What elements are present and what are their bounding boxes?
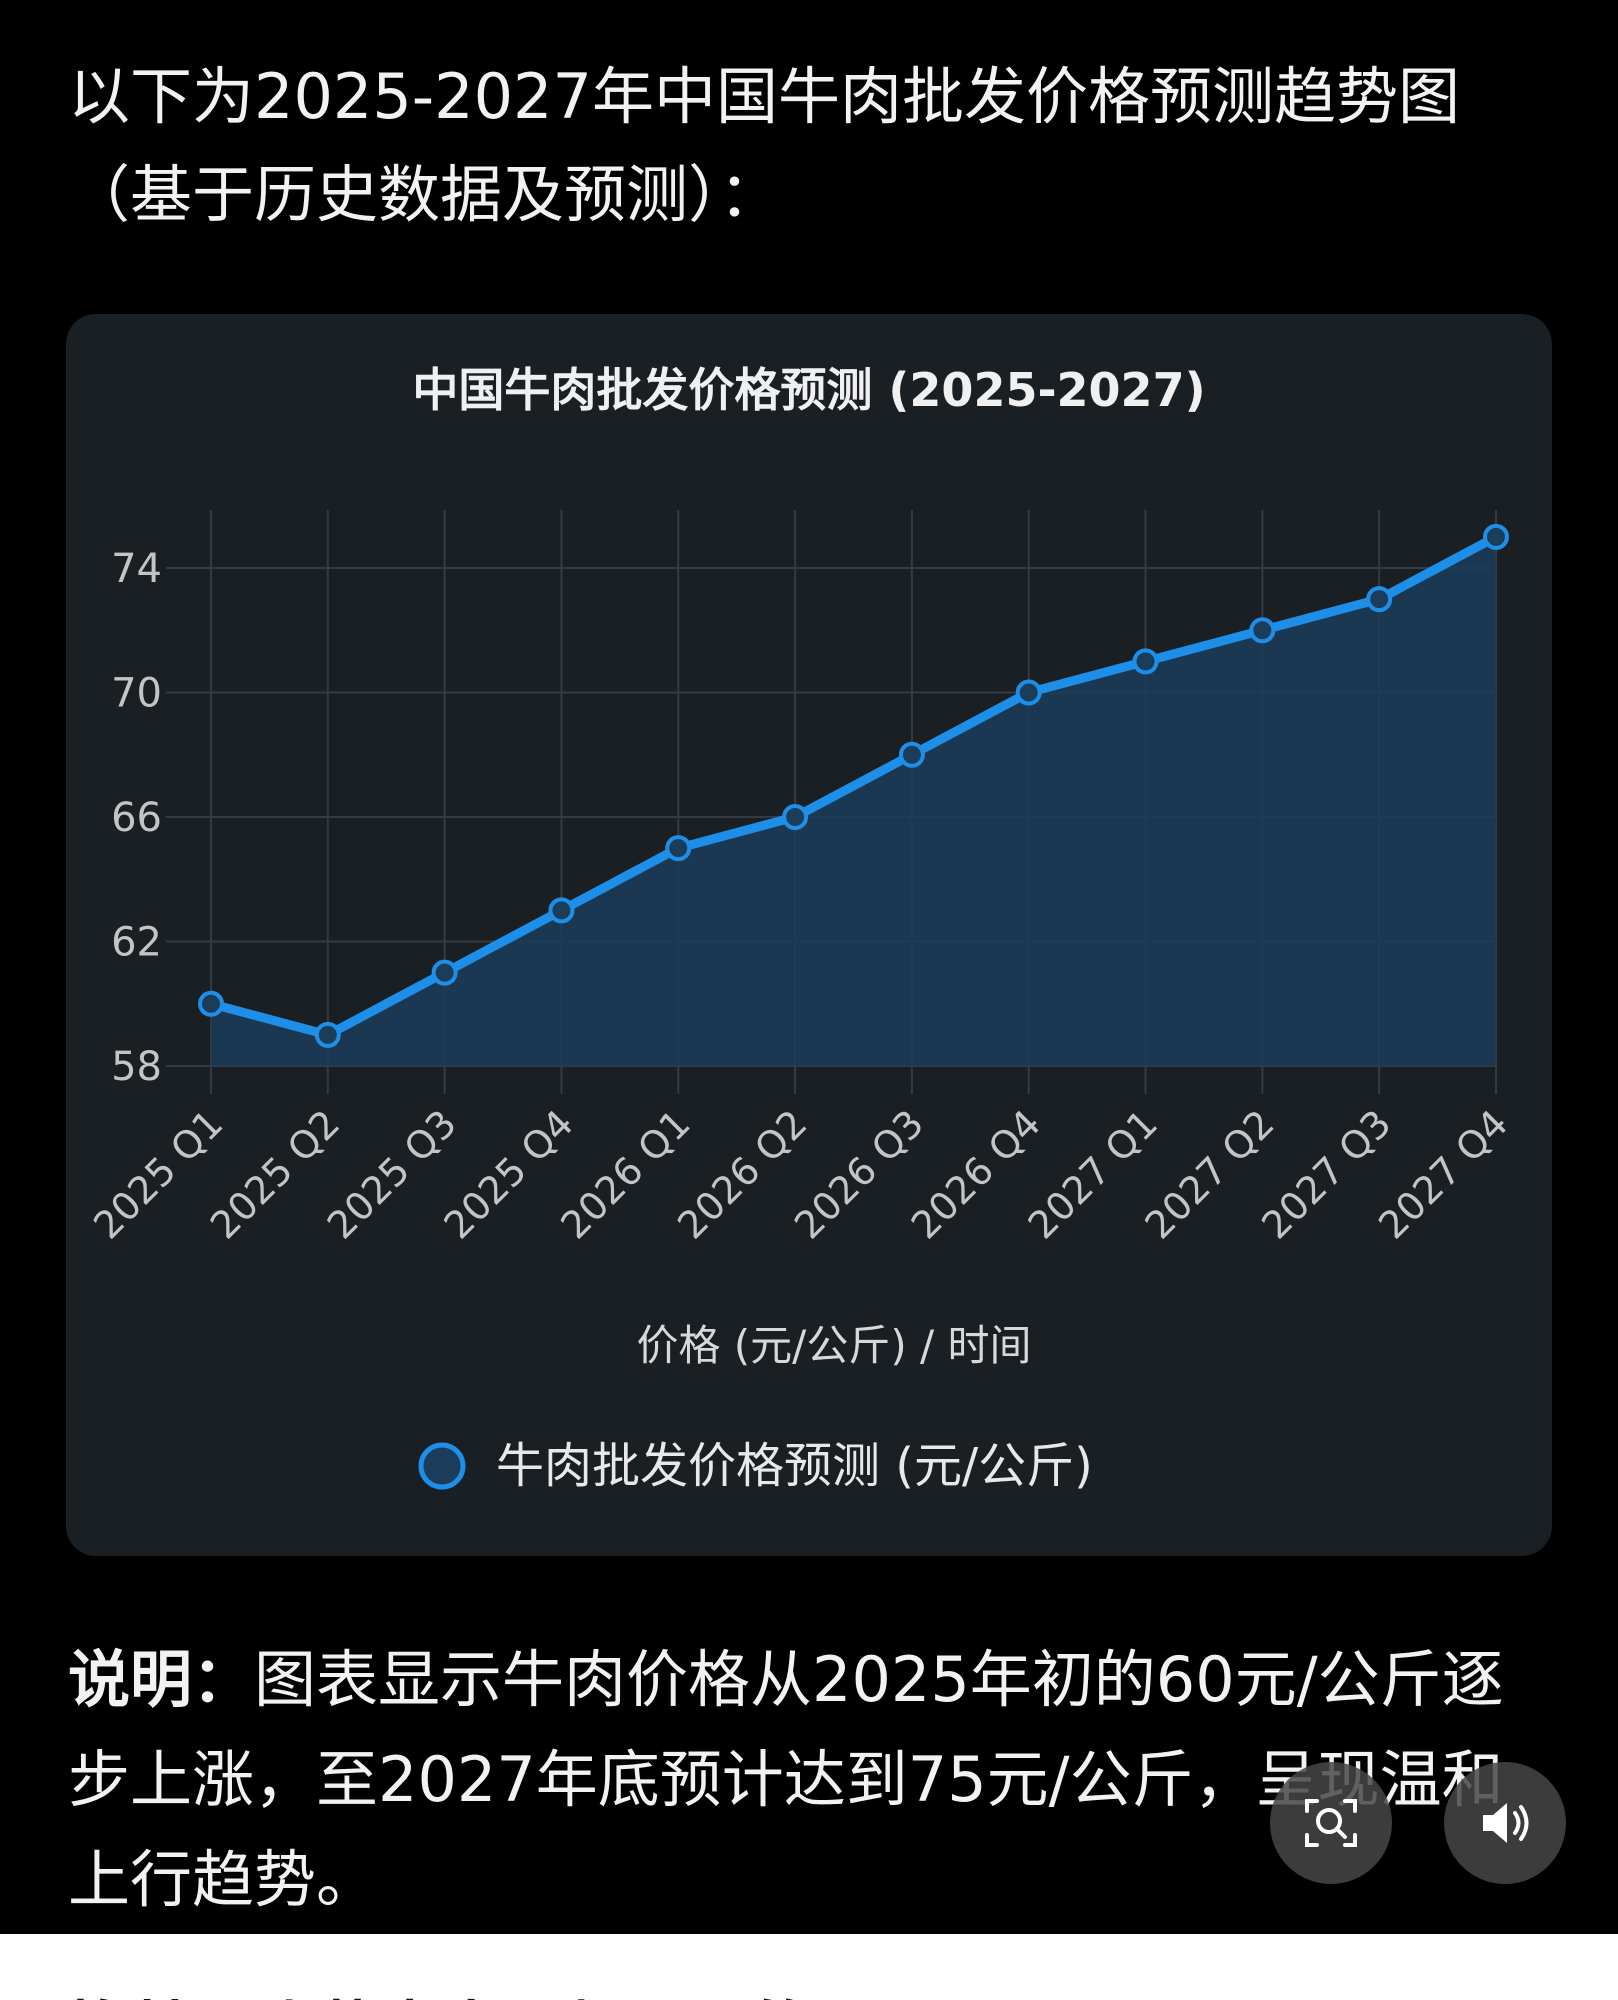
- line-chart: 中国牛肉批发价格预测 (2025-2027) 58 62 66 70 74 2025 Q…: [85, 363, 1516, 1494]
- area-fill: [211, 536, 1496, 1066]
- speaker-icon: [1483, 1803, 1529, 1843]
- data-point[interactable]: [314, 1021, 341, 1048]
- legend-marker: [418, 1442, 466, 1490]
- y-tick-label: 70: [111, 671, 162, 717]
- x-tick-label: 2025 Q1: [85, 1101, 231, 1247]
- x-tick-label: 2026 Q4: [903, 1101, 1049, 1247]
- legend[interactable]: 牛肉批发价格预测 (元/公斤): [418, 1438, 1093, 1494]
- data-point[interactable]: [198, 990, 224, 1017]
- description-label: 说明：: [68, 1643, 255, 1716]
- data-point[interactable]: [1249, 617, 1276, 644]
- image-search-icon: [1305, 1799, 1357, 1847]
- series-line: [206, 532, 1501, 1040]
- speaker-button[interactable]: [1444, 1762, 1566, 1884]
- next-section: 换其两头草牛大层都不是的: [0, 1934, 1618, 2000]
- data-point[interactable]: [665, 835, 692, 862]
- y-axis-ticks: 58 62 66 70 74: [111, 546, 162, 1090]
- data-point[interactable]: [782, 804, 809, 830]
- y-tick-label: 62: [111, 920, 162, 966]
- x-tick-label: 2026 Q2: [669, 1101, 815, 1247]
- data-point[interactable]: [548, 897, 575, 924]
- image-search-button[interactable]: [1270, 1762, 1392, 1884]
- chart-card: 中国牛肉批发价格预测 (2025-2027) 58 62 66 70 74 2025 Q…: [66, 314, 1552, 1556]
- x-tick-label: 2025 Q3: [319, 1101, 465, 1247]
- x-tick-label: 2025 Q2: [202, 1101, 348, 1247]
- x-tick-label: 2027 Q2: [1136, 1101, 1282, 1247]
- x-tick-label: 2026 Q1: [552, 1101, 698, 1247]
- data-point[interactable]: [898, 741, 925, 768]
- description: 说明：图表显示牛肉价格从2025年初的60元/公斤逐步上涨，至2027年底预计达…: [68, 1630, 1528, 1930]
- x-tick-label: 2025 Q4: [436, 1101, 582, 1247]
- x-tick-label: 2027 Q3: [1253, 1101, 1399, 1247]
- chart-title: 中国牛肉批发价格预测 (2025-2027): [412, 363, 1205, 417]
- data-point[interactable]: [1483, 523, 1509, 550]
- description-text: 图表显示牛肉价格从2025年初的60元/公斤逐步上涨，至2027年底预计达到75…: [68, 1643, 1504, 1916]
- data-point[interactable]: [1366, 586, 1393, 613]
- intro-text: 以下为2025-2027年中国牛肉批发价格预测趋势图（基于历史数据及预测）：: [68, 60, 1460, 231]
- x-tick-label: 2027 Q1: [1020, 1101, 1166, 1247]
- data-points: [198, 523, 1509, 1048]
- y-tick-label: 58: [111, 1044, 162, 1090]
- y-tick-label: 74: [111, 546, 162, 592]
- y-tick-label: 66: [111, 795, 162, 841]
- x-axis-label: 价格 (元/公斤) / 时间: [636, 1321, 1031, 1370]
- data-point[interactable]: [1132, 648, 1159, 675]
- legend-label: 牛肉批发价格预测 (元/公斤): [496, 1438, 1093, 1494]
- data-point[interactable]: [1015, 679, 1042, 706]
- x-tick-label: 2027 Q4: [1370, 1101, 1516, 1247]
- next-heading: 换其两头草牛大层都不是的: [68, 1980, 812, 2000]
- x-tick-label: 2026 Q3: [786, 1101, 932, 1247]
- data-point[interactable]: [431, 959, 458, 986]
